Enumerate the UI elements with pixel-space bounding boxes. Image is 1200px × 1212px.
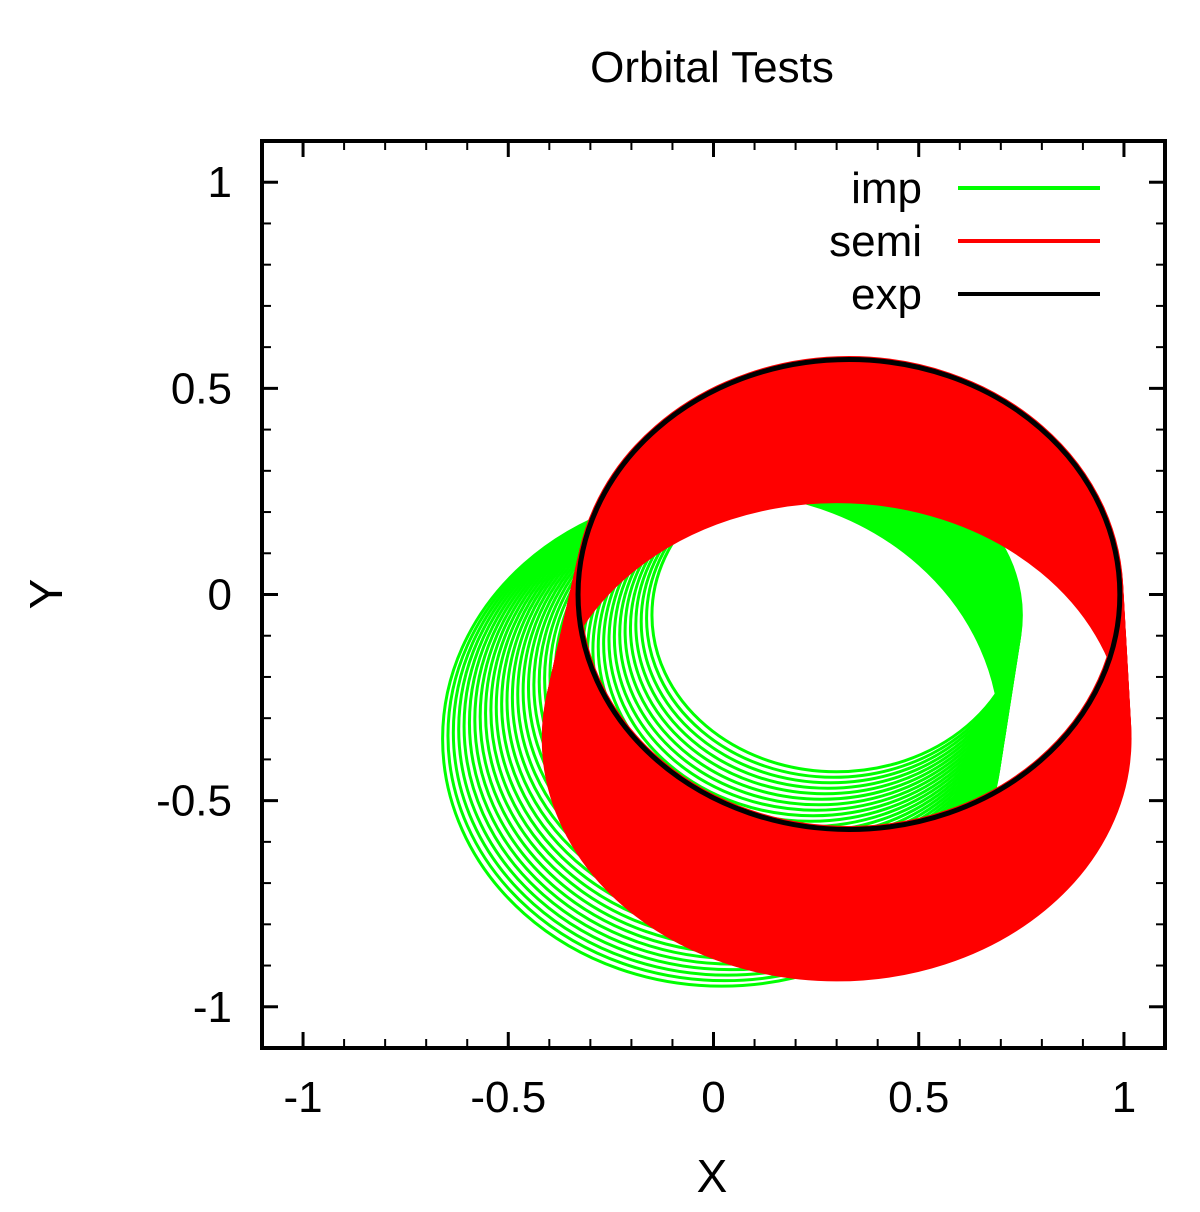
legend-label-exp: exp [851, 270, 922, 319]
y-tick-label: -1 [193, 983, 232, 1032]
y-tick-label: 1 [208, 158, 232, 207]
x-tick-label: 0.5 [888, 1073, 949, 1122]
y-axis-title: Y [20, 579, 72, 610]
y-tick-label: 0 [208, 571, 232, 620]
x-tick-label: -1 [283, 1073, 322, 1122]
series-exp-orbit [575, 357, 1123, 832]
chart-title: Orbital Tests [590, 43, 834, 92]
x-tick-label: 0 [701, 1073, 725, 1122]
legend-label-semi: semi [829, 217, 922, 266]
y-tick-label: -0.5 [156, 777, 232, 826]
x-tick-label: -0.5 [470, 1073, 546, 1122]
x-tick-label: 1 [1112, 1073, 1136, 1122]
x-axis-title: X [697, 1150, 728, 1202]
ticks-layer: -1 -0.5 0 0.5 1 -1 -0.5 0 0.5 1 [156, 140, 1166, 1122]
series-layer [441, 356, 1132, 988]
y-tick-label: 0.5 [171, 364, 232, 413]
series-semi-orbit [541, 496, 1132, 982]
legend-label-imp: imp [851, 164, 922, 213]
